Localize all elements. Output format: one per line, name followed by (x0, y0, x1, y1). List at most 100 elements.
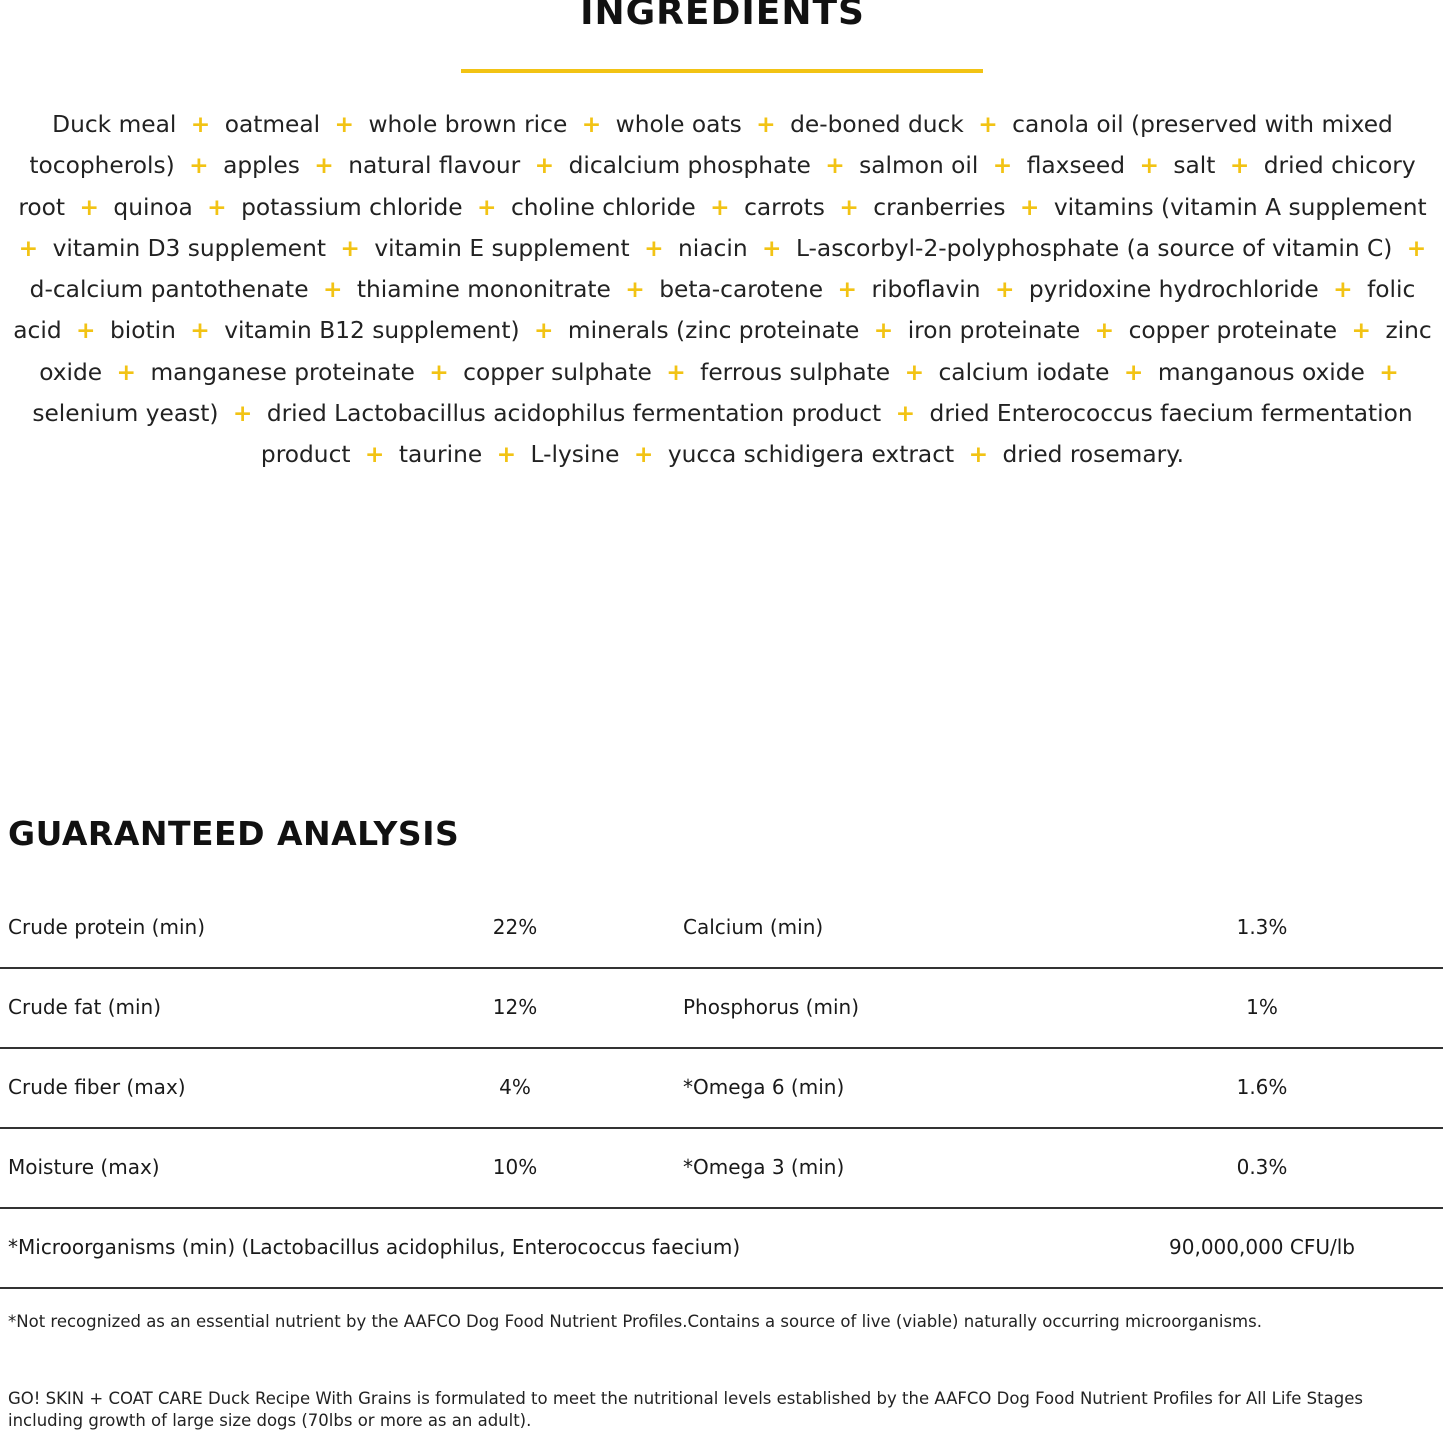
table-row: Crude protein (min) 22% Calcium (min) 1.… (0, 889, 1443, 969)
ingredient-item: taurine (398, 441, 483, 469)
ingredient-item: vitamin D3 supplement (52, 234, 326, 262)
ingredient-item: folic acid (13, 276, 1416, 345)
plus-separator-icon: + (1094, 317, 1115, 345)
ingredient-item: Duck meal (52, 111, 177, 138)
ingredient-item: L-lysine (530, 441, 620, 469)
nutrient-label: Crude fiber (max) (8, 1075, 186, 1099)
plus-separator-icon: + (904, 358, 925, 386)
plus-separator-icon: + (116, 358, 137, 386)
plus-separator-icon: + (1379, 358, 1399, 386)
plus-separator-icon: + (666, 358, 686, 386)
nutrient-value: 12% (492, 995, 538, 1019)
ingredient-item: iron proteinate (907, 317, 1081, 345)
nutrient-value: 10% (492, 1155, 538, 1179)
ingredient-item: potassium chloride (241, 193, 463, 221)
ingredient-item: calcium iodate (938, 358, 1110, 386)
ingredient-item: selenium yeast) (32, 400, 219, 428)
table-row: Crude fat (min) 12% Phosphorus (min) 1% (0, 969, 1443, 1049)
ingredient-item: pyridoxine hydrochloride (1028, 276, 1319, 304)
plus-separator-icon: + (534, 152, 555, 180)
plus-separator-icon: + (190, 111, 211, 138)
plus-separator-icon: + (496, 441, 517, 469)
plus-separator-icon: + (992, 152, 1013, 180)
nutrient-label: *Omega 3 (min) (683, 1155, 845, 1179)
ingredient-item: manganous oxide (1157, 358, 1365, 386)
ingredient-item: vitamin E supplement (374, 234, 630, 262)
plus-separator-icon: + (1333, 276, 1353, 304)
plus-separator-icon: + (79, 193, 99, 221)
ingredient-item: vitamins (vitamin A supplement (1053, 193, 1427, 221)
plus-separator-icon: + (189, 152, 209, 180)
plus-separator-icon: + (756, 111, 776, 138)
ingredients-title: INGREDIENTS (580, 0, 865, 33)
plus-separator-icon: + (581, 111, 602, 138)
plus-separator-icon: + (710, 193, 730, 221)
ingredients-list: Duck meal + oatmeal + whole brown rice +… (4, 104, 1441, 476)
footnote: *Not recognized as an essential nutrient… (8, 1312, 1262, 1331)
ingredient-item: beta-carotene (659, 276, 824, 304)
ingredient-item: choline chloride (510, 193, 696, 221)
nutrient-value: 1% (1246, 995, 1278, 1019)
plus-separator-icon: + (314, 152, 334, 180)
ingredient-item: d-calcium pantothenate (29, 276, 309, 304)
ingredient-item: minerals (zinc proteinate (567, 317, 860, 345)
ingredient-item: manganese proteinate (150, 358, 415, 386)
plus-separator-icon: + (895, 400, 916, 428)
plus-separator-icon: + (340, 234, 360, 262)
plus-separator-icon: + (1406, 234, 1427, 262)
nutrient-value: 0.3% (1236, 1155, 1288, 1179)
nutrient-value: 1.6% (1236, 1075, 1288, 1099)
nutrient-label: *Omega 6 (min) (683, 1075, 845, 1099)
ingredient-item: quinoa (113, 193, 193, 221)
ingredient-item: whole oats (615, 111, 742, 138)
nutrient-value: 90,000,000 CFU/lb (1169, 1235, 1355, 1259)
plus-separator-icon: + (1351, 317, 1372, 345)
ingredient-item: vitamin B12 supplement) (224, 317, 520, 345)
plus-separator-icon: + (533, 317, 554, 345)
ingredient-item: de-boned duck (790, 111, 964, 138)
plus-separator-icon: + (978, 111, 998, 138)
plus-separator-icon: + (633, 441, 654, 469)
nutrient-label: Phosphorus (min) (683, 995, 859, 1019)
plus-separator-icon: + (429, 358, 449, 386)
plus-separator-icon: + (994, 276, 1015, 304)
ingredient-item: ferrous sulphate (700, 358, 891, 386)
ingredient-item: cranberries (873, 193, 1006, 221)
analysis-table: Crude protein (min) 22% Calcium (min) 1.… (0, 889, 1443, 1289)
ingredient-item: dried Lactobacillus acidophilus fermenta… (266, 400, 882, 428)
plus-separator-icon: + (837, 276, 858, 304)
plus-separator-icon: + (477, 193, 497, 221)
ingredient-item: yucca schidigera extract (667, 441, 955, 469)
ingredient-item: dicalcium phosphate (568, 152, 811, 180)
plus-separator-icon: + (76, 317, 96, 345)
plus-separator-icon: + (839, 193, 859, 221)
nutrient-value: 22% (492, 915, 538, 939)
ingredient-item: zinc oxide (39, 317, 1432, 386)
nutrient-value: 1.3% (1236, 915, 1288, 939)
nutrient-label: *Microorganisms (min) (Lactobacillus aci… (8, 1235, 741, 1259)
plus-separator-icon: + (232, 400, 253, 428)
nutrient-label: Crude protein (min) (8, 915, 205, 939)
ingredient-item: whole brown rice (368, 111, 568, 138)
ingredient-item: carrots (744, 193, 825, 221)
nutrient-label: Crude fat (min) (8, 995, 162, 1019)
plus-separator-icon: + (364, 441, 385, 469)
ingredient-item: dried chicory root (18, 152, 1416, 221)
guaranteed-analysis-title: GUARANTEED ANALYSIS (8, 814, 460, 853)
ingredient-item: flaxseed (1026, 152, 1126, 180)
ingredient-item: natural flavour (348, 152, 521, 180)
ingredient-item: copper proteinate (1128, 317, 1338, 345)
aafco-statement: GO! SKIN + COAT CARE Duck Recipe With Gr… (8, 1389, 1363, 1430)
ingredient-item: riboflavin (871, 276, 981, 304)
plus-separator-icon: + (825, 152, 845, 180)
ingredient-item: salt (1173, 152, 1216, 180)
plus-separator-icon: + (968, 441, 989, 469)
plus-separator-icon: + (334, 111, 355, 138)
ingredient-item: oatmeal (224, 111, 321, 138)
ingredient-item: L-ascorbyl-2-polyphosphate (a source of … (795, 234, 1393, 262)
plus-separator-icon: + (207, 193, 227, 221)
nutrient-value: 4% (499, 1075, 531, 1099)
ingredient-item: copper sulphate (463, 358, 652, 386)
ingredient-item: biotin (109, 317, 176, 345)
ingredient-item: salmon oil (859, 152, 979, 180)
